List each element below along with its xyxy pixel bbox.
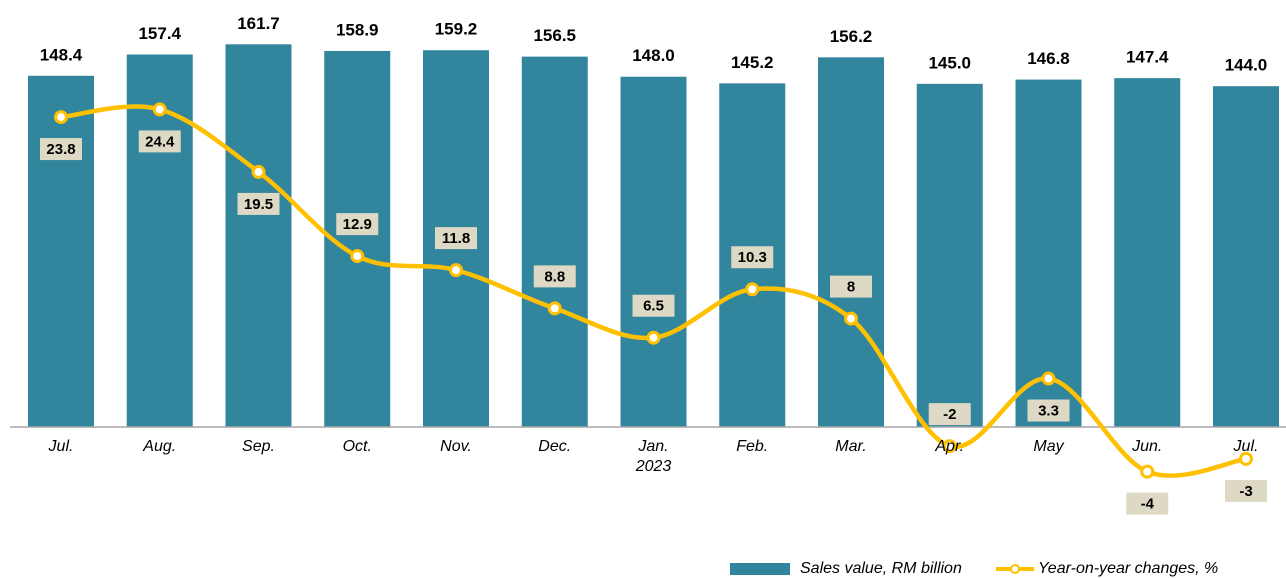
bar: [1114, 78, 1181, 428]
yoy-value-label: 12.9: [343, 216, 372, 233]
bar-value-label: 148.4: [40, 45, 83, 64]
yoy-label-box: [731, 246, 774, 269]
yoy-point: [745, 282, 760, 297]
bar-value-label: 145.0: [928, 53, 971, 72]
legend-swatch: [1010, 564, 1020, 574]
yoy-label-box: [1027, 399, 1070, 422]
x-tick-label: Sep.: [242, 438, 275, 455]
bar-value-label: 156.5: [533, 26, 576, 45]
yoy-point: [152, 102, 167, 117]
yoy-point: [547, 301, 562, 316]
yoy-value-label: 19.5: [244, 196, 273, 213]
yoy-value-label: 10.3: [738, 249, 767, 266]
x-tick-label: Aug.: [143, 438, 177, 455]
yoy-point: [449, 263, 463, 278]
x-tick-label: Nov.: [440, 438, 472, 455]
x-tick-label: May: [1033, 438, 1064, 455]
bar-value-label: 158.9: [336, 20, 379, 39]
bar-value-label: 161.7: [237, 14, 280, 33]
yoy-value-label: 8: [847, 279, 855, 296]
bar-value-label: 146.8: [1027, 49, 1070, 68]
yoy-label-box: [1225, 479, 1267, 502]
legend-label: Sales value, RM billion: [800, 560, 962, 577]
x-tick-label: Mar.: [835, 438, 867, 455]
yoy-value-label: 8.8: [544, 268, 565, 285]
x-tick-label: Oct.: [342, 438, 372, 455]
bar: [521, 56, 588, 427]
yoy-value-label: 11.8: [442, 230, 470, 247]
legend-label: Year-on-year changes, %: [1038, 560, 1218, 577]
yoy-value-label: -2: [943, 406, 956, 423]
x-tick-label: Jul.: [1233, 438, 1259, 455]
bar-value-label: 157.4: [138, 24, 181, 43]
bar: [1213, 86, 1279, 427]
yoy-label-box: [336, 213, 379, 236]
bar: [818, 57, 884, 428]
yoy-label-box: [435, 227, 477, 250]
legend-swatch: [730, 563, 790, 575]
yoy-point: [1140, 464, 1155, 479]
yoy-point: [942, 439, 957, 454]
yoy-label-box: [1126, 492, 1169, 515]
yoy-label-box: [40, 138, 82, 161]
yoy-value-label: 3.3: [1038, 403, 1059, 420]
yoy-label-box: [237, 192, 280, 215]
yoy-value-label: -4: [1141, 496, 1155, 513]
bar: [916, 83, 983, 427]
x-tick-label: Jul.: [48, 438, 74, 455]
yoy-point: [54, 110, 68, 125]
yoy-label-box: [533, 265, 576, 288]
bar: [1015, 79, 1082, 427]
bar-value-label: 144.0: [1225, 56, 1268, 75]
yoy-point: [1239, 451, 1253, 466]
yoy-value-label: 24.4: [145, 133, 175, 150]
yoy-point: [844, 311, 858, 326]
yoy-label-box: [928, 403, 971, 426]
yoy-point: [646, 330, 661, 345]
bar: [620, 76, 687, 427]
yoy-value-label: 6.5: [643, 298, 664, 315]
bar-value-label: 156.2: [830, 27, 873, 46]
x-tick-label: Feb.: [736, 438, 769, 455]
bar-value-label: 147.4: [1126, 48, 1169, 67]
yoy-label-box: [632, 294, 675, 317]
bar-value-label: 145.2: [731, 53, 774, 72]
bar: [225, 44, 292, 428]
x-tick-label: Jan. 2023: [635, 438, 672, 475]
bar: [28, 75, 94, 427]
yoy-point: [350, 249, 365, 264]
x-tick-label: Apr.: [935, 438, 965, 455]
bar-value-label: 148.0: [632, 46, 675, 65]
x-tick-label: Dec.: [538, 438, 572, 455]
x-tick-label: Jun.: [1132, 438, 1163, 455]
yoy-value-label: 23.8: [46, 141, 75, 158]
yoy-label-box: [830, 275, 872, 298]
yoy-point: [251, 164, 266, 179]
yoy-point: [1041, 371, 1056, 386]
yoy-label-box: [138, 130, 181, 153]
bar-value-label: 159.2: [435, 20, 478, 39]
yoy-value-label: -3: [1239, 483, 1252, 500]
